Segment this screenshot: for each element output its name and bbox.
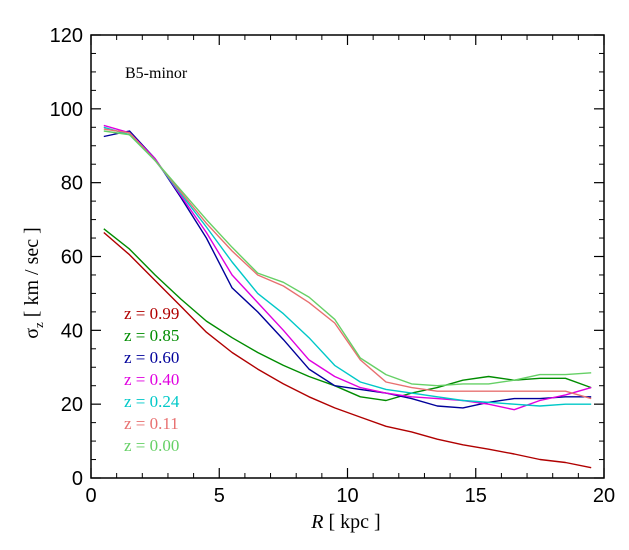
x-axis-label: R [ kpc ] <box>310 511 380 533</box>
series-line <box>103 126 592 407</box>
x-axis-label-variable: R <box>310 511 323 533</box>
tick-marks <box>90 34 605 479</box>
panel-annotation: B5-minor <box>125 65 188 82</box>
y-tick-label: 20 <box>61 394 83 416</box>
y-tick-label: 0 <box>72 468 83 490</box>
legend-entry: z = 0.60 <box>124 348 179 367</box>
series-line <box>103 231 592 469</box>
series-line <box>103 130 592 409</box>
series-line <box>103 128 592 400</box>
y-tick-label: 60 <box>61 247 83 269</box>
y-axis-label-unit: [ km / sec ] <box>21 227 43 322</box>
legend: z = 0.99 z = 0.85 z = 0.60 z = 0.40 z = 0.24… <box>124 304 180 455</box>
tick-labels: 0 5 10 15 20 0 20 40 60 80 100 120 <box>50 25 616 507</box>
x-tick-label: 10 <box>336 485 358 507</box>
x-tick-label: 0 <box>85 485 96 507</box>
legend-entry: z = 0.11 <box>124 414 179 433</box>
y-tick-label: 40 <box>61 320 83 342</box>
y-tick-label: 100 <box>50 99 83 121</box>
y-axis-label-symbol: σ <box>21 328 43 339</box>
y-axis-label: σz [ km / sec ] <box>21 227 46 339</box>
series-lines <box>103 124 592 469</box>
series-line <box>103 130 592 387</box>
x-tick-label: 15 <box>465 485 487 507</box>
y-tick-label: 80 <box>61 173 83 195</box>
y-axis-label-subscript: z <box>31 322 46 328</box>
series-line <box>103 124 592 411</box>
legend-entry: z = 0.00 <box>124 436 179 455</box>
legend-entry: z = 0.40 <box>124 370 179 389</box>
x-tick-label: 5 <box>214 485 225 507</box>
legend-entry: z = 0.85 <box>124 326 179 345</box>
legend-entry: z = 0.24 <box>124 392 180 411</box>
series-line <box>103 228 592 402</box>
legend-entry: z = 0.99 <box>124 304 179 323</box>
y-tick-label: 120 <box>50 25 83 47</box>
x-tick-label: 20 <box>593 485 615 507</box>
x-axis-label-unit: [ kpc ] <box>324 511 381 533</box>
plot-frame <box>90 34 605 479</box>
